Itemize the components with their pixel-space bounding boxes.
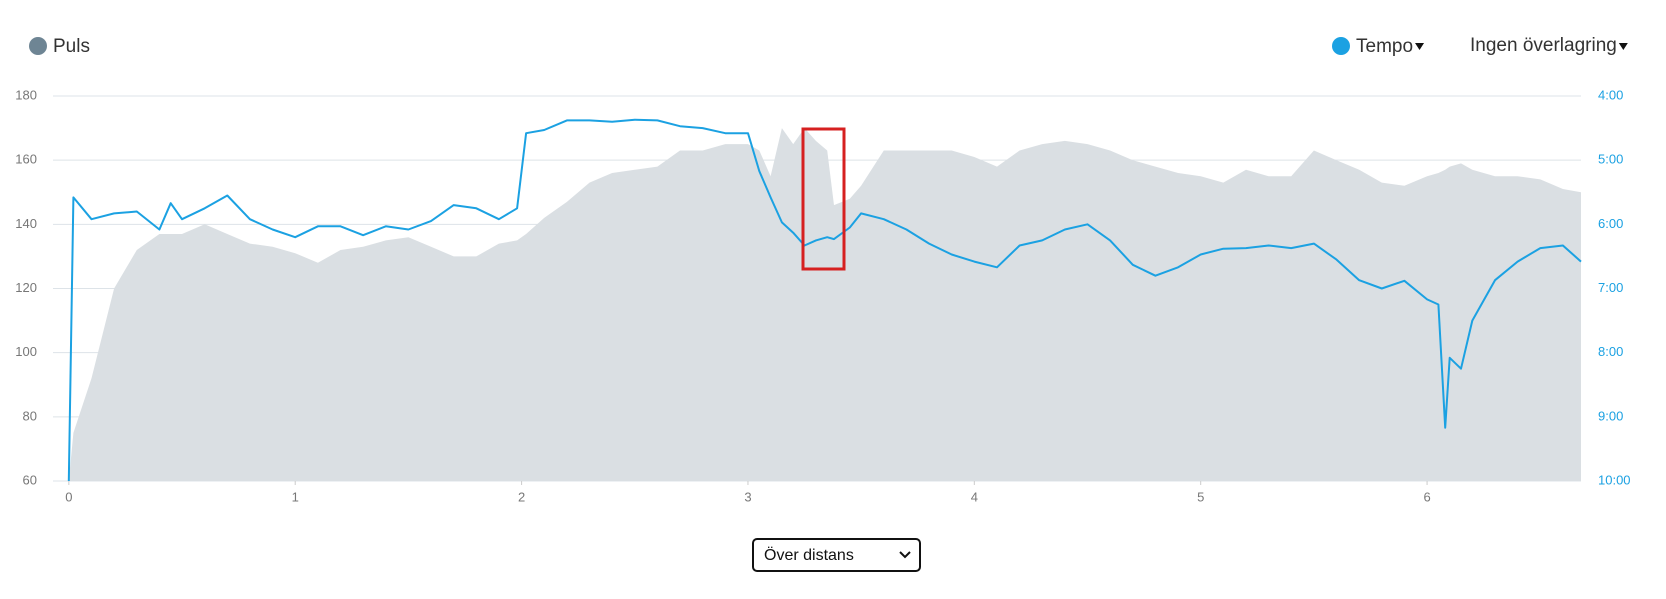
legend-label: Puls (53, 36, 90, 57)
y-tick-label: 140 (15, 216, 37, 231)
x-tick-label: 4 (971, 489, 978, 504)
y2-tick-label: 10:00 (1598, 472, 1631, 487)
y-tick-label: 160 (15, 152, 37, 167)
x-tick-label: 2 (518, 489, 525, 504)
y2-tick-label: 9:00 (1598, 408, 1623, 423)
y-tick-label: 180 (15, 87, 37, 102)
x-tick-label: 0 (65, 489, 72, 504)
x-tick-label: 6 (1423, 489, 1430, 504)
x-tick-label: 1 (292, 489, 299, 504)
area (68, 128, 1581, 481)
x-tick-label: 5 (1197, 489, 1204, 504)
y2-tick-label: 5:00 (1598, 152, 1623, 167)
dropdown-arrow (1415, 43, 1425, 50)
y-tick-label: 120 (15, 280, 37, 295)
line (67, 118, 1582, 482)
legend-marker[interactable] (1332, 37, 1350, 55)
y2-tick-label: 8:00 (1598, 344, 1623, 359)
y2-tick-label: 7:00 (1598, 280, 1623, 295)
dropdown-box (752, 538, 921, 572)
dropdown-arrow (1618, 43, 1628, 50)
x-tick-label: 3 (744, 489, 751, 504)
y-tick-label: 60 (23, 472, 37, 487)
dropdown-label: Över distans (764, 546, 854, 564)
chevron (899, 551, 911, 559)
legend-marker (29, 37, 47, 55)
highlight-box (801, 127, 846, 271)
x-mode-dropdown[interactable]: Över distans (752, 538, 921, 572)
y-tick-label: 100 (15, 344, 37, 359)
y-tick-label: 80 (23, 408, 37, 423)
y2-tick-label: 6:00 (1598, 216, 1623, 231)
legend-label[interactable]: Tempo (1356, 36, 1413, 57)
overlay-dropdown[interactable]: Ingen överlagring (1470, 35, 1617, 56)
y2-tick-label: 4:00 (1598, 87, 1623, 102)
